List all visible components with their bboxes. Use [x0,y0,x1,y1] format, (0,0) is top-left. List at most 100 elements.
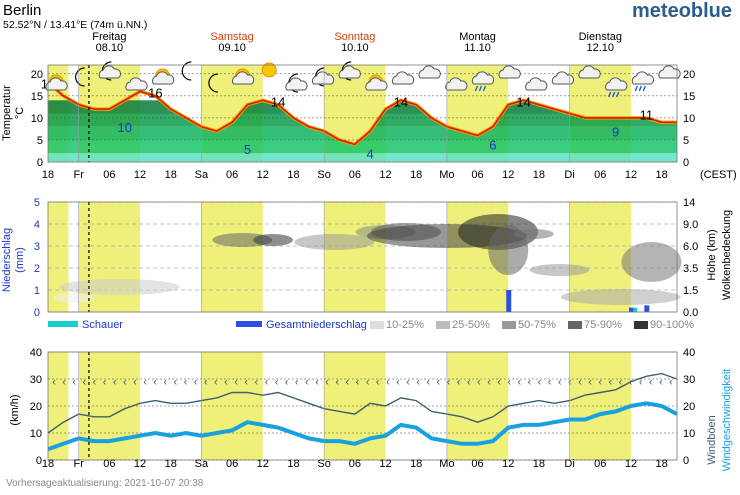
cloud-blob [59,279,180,295]
moon-shape [75,67,85,87]
cloud-shape [605,77,628,91]
rain-drop [638,85,642,92]
wind-dir-arrow: ‹ [325,377,329,389]
gust-label: Windböen [706,415,718,465]
moon-shape [341,61,352,81]
wind-tick-right: 10 [683,428,695,440]
partly-sunny-icon [365,74,388,91]
day-date: 11.10 [464,42,491,54]
wind-dir-arrow: ‹ [315,377,319,389]
wind-dir-arrow: ‹ [558,377,562,389]
legend-cov-swatch [370,321,384,329]
cloud-shape [551,71,575,85]
time-tick-label: 12 [379,458,391,470]
wind-dir-arrow: ‹ [174,377,178,389]
wind-dir-arrow: ‹ [244,377,248,389]
wind-dir-arrow: ‹ [143,377,147,389]
speed-line [47,401,678,452]
wind-dir-arrow: ‹ [103,377,107,389]
wind-dir-arrow: ‹ [588,377,592,389]
temp-tick-left: 0 [37,157,43,169]
time-tick-label: 06 [349,458,361,470]
precip-ylabel: Niederschlag [1,228,13,292]
wind-dir-arrow: ‹ [113,377,117,389]
temp-value-label: 5 [244,142,251,157]
cloud-height-tick: 6.0 [683,241,698,253]
wind-dir-arrow: ‹ [204,377,208,389]
temp-unit: °C [14,107,26,119]
time-tick-label: 06 [226,458,238,470]
speed-label: Windgeschwindigkeit [721,369,733,472]
precip-tick: 3 [34,241,40,253]
moon-cloud-icon [285,73,308,93]
cloud-height-tick: 14 [683,197,695,209]
rain-cloud-icon [605,77,628,98]
cloud-height-tick: 3.5 [683,263,698,275]
wind-dir-arrow: ‹ [345,377,349,389]
cloud-shape [45,77,68,91]
precip-unit: (mm) [14,247,26,273]
wind-tick-left: 10 [30,428,42,440]
cloud-shape [658,65,681,79]
legend-cov-swatch [436,321,450,329]
legend-cov-label: 50-75% [518,319,556,331]
wind-tick-right: 20 [683,401,695,413]
legend-cov-swatch [568,321,582,329]
moon-icon [181,61,192,81]
moon-shape [208,73,218,93]
wind-dir-arrow: ‹ [386,377,390,389]
panel-frame [47,351,678,461]
coordinates: 52.52°N / 13.41°E (74m ü.NN.) [3,19,147,31]
time-tick-label: 18 [410,169,422,181]
wind-dir-arrow: ‹ [497,377,501,389]
cloud-shape [525,77,548,91]
brand-logo[interactable]: meteoblue [632,0,732,22]
cloud-shape [631,71,655,85]
cloud-blob [560,289,681,305]
time-tick-label: 06 [471,169,483,181]
wind-dir-arrow: ‹ [376,377,380,389]
precip-tick: 4 [34,219,40,231]
cloud-icon [418,65,441,79]
rain-drop [616,91,620,98]
wind-dir-arrow: ‹ [406,377,410,389]
legend-cov-label: 75-90% [584,319,622,331]
wind-tick-right: 0 [683,455,689,467]
wind-dir-arrow: ‹ [487,377,491,389]
partly-cloudy-icon [498,65,521,79]
wind-dir-arrow: ‹ [507,377,511,389]
cloud-shape [338,65,361,79]
cloud-height-tick: 0.0 [683,307,698,319]
precip-tick: 0 [34,307,40,319]
moon-shape [314,67,325,87]
wind-dir-arrow: ‹ [295,377,299,389]
legend-swatch-showers [48,321,78,327]
wind-dir-arrow: ‹ [548,377,552,389]
time-tick-label: 06 [103,458,115,470]
wind-dir-arrow: ‹ [123,377,127,389]
time-tick-label: 18 [533,458,545,470]
cloud-shape [391,71,415,85]
rain-drop [642,85,646,92]
temp-tick-left: 20 [31,69,43,81]
wind-dir-arrow: ‹ [153,377,157,389]
cloud-height-label: Höhe (km) [706,229,718,280]
time-tick-label: 18 [533,169,545,181]
sun-disc [261,62,277,78]
time-tick-label: 18 [287,458,299,470]
moon-cloud-icon [338,61,361,81]
time-tick-label: Di [564,458,574,470]
wind-dir-arrow: ‹ [62,377,66,389]
time-tick-label: Di [564,169,574,181]
time-tick-label: Mo [439,458,454,470]
cloud-icon [658,65,681,79]
wind-dir-arrow: ‹ [528,377,532,389]
day-name: Dienstag [579,31,622,43]
wind-dir-arrow: ‹ [659,377,663,389]
temp-tick-left: 15 [31,91,43,103]
time-tick-label: Sa [195,458,209,470]
cloud-icon [578,65,601,79]
wind-tick-left: 0 [36,455,42,467]
wind-dir-arrow: ‹ [477,377,481,389]
time-tick-label: 12 [502,458,514,470]
